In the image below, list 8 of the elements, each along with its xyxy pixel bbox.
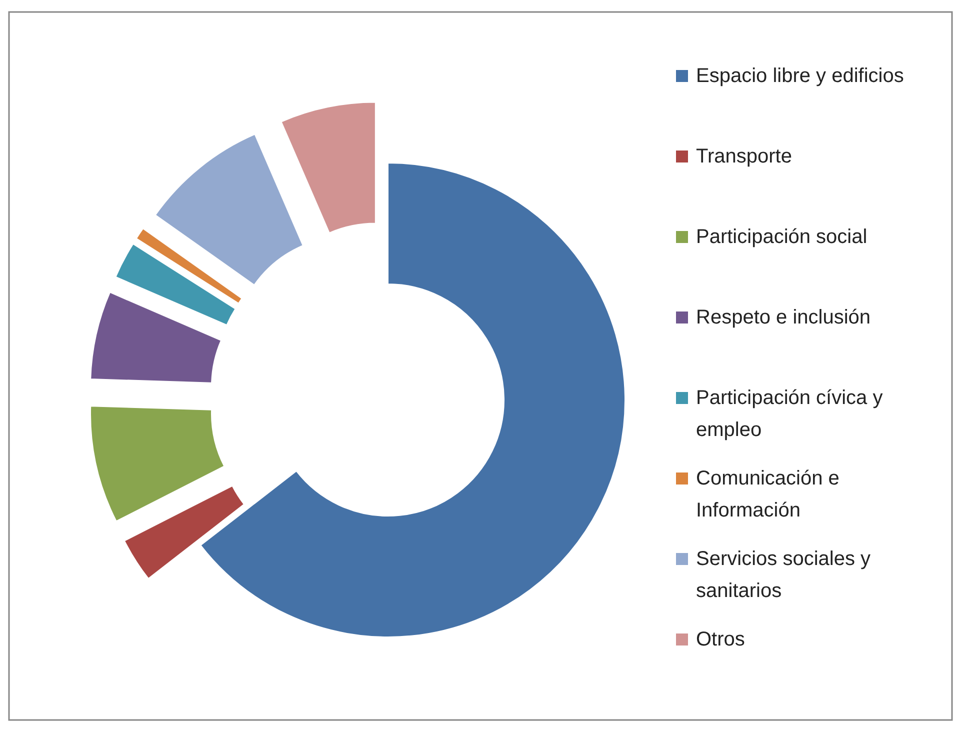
- legend-label: Participación cívica y empleo: [696, 387, 883, 441]
- legend-label: Respeto e inclusión: [696, 306, 871, 328]
- legend-label: Espacio libre y edificios: [696, 65, 904, 87]
- legend-label: Transporte: [696, 146, 792, 168]
- legend-label: Otros: [696, 628, 745, 650]
- legend-label: Comunicación e Información: [696, 468, 840, 522]
- legend-label: Participación social: [696, 226, 868, 248]
- legend-label: Servicios sociales y sanitarios: [696, 548, 871, 602]
